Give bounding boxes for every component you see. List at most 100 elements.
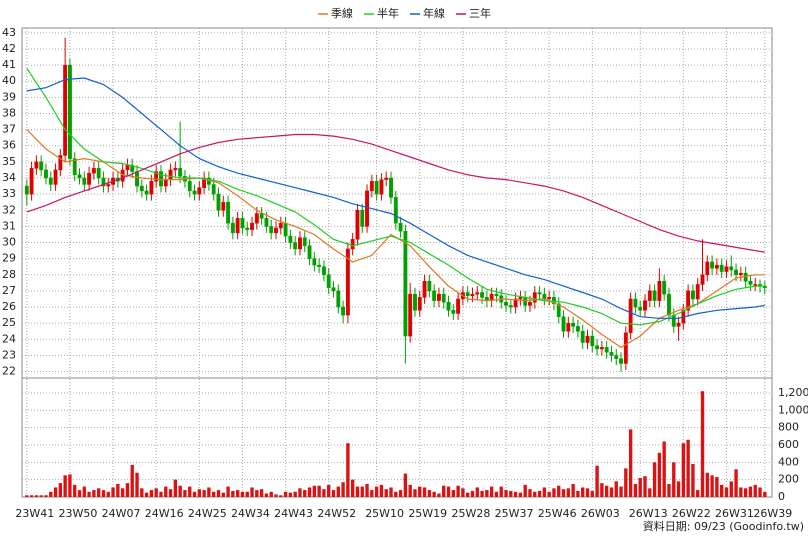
volume-bar xyxy=(269,491,273,497)
y-tick-label: 29 xyxy=(2,252,16,265)
x-tick-label: 23W41 xyxy=(15,507,54,520)
candle-body xyxy=(456,298,461,314)
candle-body xyxy=(135,171,139,187)
volume-bar xyxy=(451,490,455,497)
candle-body xyxy=(724,266,729,272)
volume-bar xyxy=(446,486,451,497)
candle-body xyxy=(312,258,317,266)
candle-body xyxy=(413,293,417,311)
x-tick-label: 23W50 xyxy=(58,507,97,520)
volume-bar xyxy=(355,486,360,497)
volume-bar xyxy=(101,490,106,497)
volume-bar xyxy=(734,469,738,497)
volume-bar xyxy=(676,481,681,497)
volume-bar xyxy=(696,490,700,497)
candle-body xyxy=(700,274,705,285)
candle-body xyxy=(197,187,202,195)
volume-bar xyxy=(125,483,130,497)
volume-bar xyxy=(557,485,561,497)
volume-bar xyxy=(715,477,719,497)
candle-body xyxy=(714,264,719,269)
volume-bar xyxy=(312,485,317,497)
volume-bar xyxy=(346,443,350,497)
candle-body xyxy=(609,351,614,356)
volume-bar xyxy=(595,465,599,497)
volume-bar xyxy=(720,484,724,497)
x-tick-label: 24W16 xyxy=(145,507,184,520)
candle-body xyxy=(575,326,580,332)
candle-body xyxy=(154,171,159,182)
x-tick-label: 24W07 xyxy=(102,507,141,520)
y2-tick-label: 1,200 xyxy=(778,386,808,399)
volume-bar xyxy=(255,490,259,497)
x-tick-label: 25W10 xyxy=(365,507,404,520)
candle-body xyxy=(302,237,307,246)
legend-label: 三年 xyxy=(469,6,491,20)
candle-body xyxy=(465,292,470,296)
volume-bar xyxy=(82,486,86,497)
candle-body xyxy=(44,169,48,179)
candle-body xyxy=(58,155,63,171)
volume-bar xyxy=(336,486,340,497)
volume-bar xyxy=(221,492,225,497)
candle-body xyxy=(427,280,432,292)
volume-bar xyxy=(547,491,551,497)
candle-body xyxy=(384,177,389,180)
volume-bar xyxy=(207,487,211,497)
volume-bar xyxy=(216,490,221,497)
x-tick-label: 24W34 xyxy=(231,507,270,520)
volume-bar xyxy=(398,490,403,497)
volume-bar xyxy=(303,490,307,497)
candle-body xyxy=(398,222,403,232)
candle-body xyxy=(451,310,456,314)
volume-bar xyxy=(753,484,757,497)
candle-body xyxy=(676,322,681,327)
candle-body xyxy=(274,227,278,234)
candle-body xyxy=(269,226,274,234)
volume-bar xyxy=(77,490,82,497)
volume-bar xyxy=(724,487,729,497)
candle-body xyxy=(101,177,106,187)
volume-bar xyxy=(240,491,245,497)
candle-body xyxy=(619,358,623,364)
y2-tick-label: 0 xyxy=(778,490,785,503)
candle-body xyxy=(331,287,336,292)
candle-body xyxy=(144,190,149,195)
candle-body xyxy=(513,298,518,308)
volume-bar xyxy=(489,486,494,497)
volume-bar xyxy=(432,491,436,497)
volume-bar xyxy=(667,483,671,497)
y-tick-label: 22 xyxy=(2,365,16,378)
volume-bar xyxy=(590,490,594,497)
volume-bar xyxy=(49,491,53,497)
volume-bar xyxy=(73,484,77,497)
candle-body xyxy=(686,290,691,311)
candle-body xyxy=(408,293,413,337)
y-tick-label: 26 xyxy=(2,300,16,313)
volume-bar xyxy=(763,491,767,497)
volume-bar xyxy=(140,488,144,497)
candle-body xyxy=(202,177,207,188)
volume-bar xyxy=(29,495,34,497)
volume-bar xyxy=(442,485,446,497)
candle-body xyxy=(87,172,92,185)
candle-body xyxy=(753,284,758,286)
volume-bar xyxy=(25,495,29,497)
candle-body xyxy=(446,301,451,311)
volume-bar xyxy=(456,485,460,497)
volume-bar xyxy=(480,490,484,497)
volume-bar xyxy=(231,490,235,497)
y-tick-label: 42 xyxy=(2,42,16,55)
volume-bar xyxy=(365,483,369,497)
candle-body xyxy=(48,177,53,185)
candle-body xyxy=(705,261,710,276)
candle-body xyxy=(628,298,633,334)
volume-bar xyxy=(389,487,393,497)
volume-bar xyxy=(331,490,336,497)
candle-body xyxy=(614,355,619,359)
candle-body xyxy=(317,264,322,267)
volume-bar xyxy=(178,485,182,497)
y-tick-label: 33 xyxy=(2,187,16,200)
y-tick-label: 30 xyxy=(2,236,16,249)
volume-bar xyxy=(648,488,652,497)
